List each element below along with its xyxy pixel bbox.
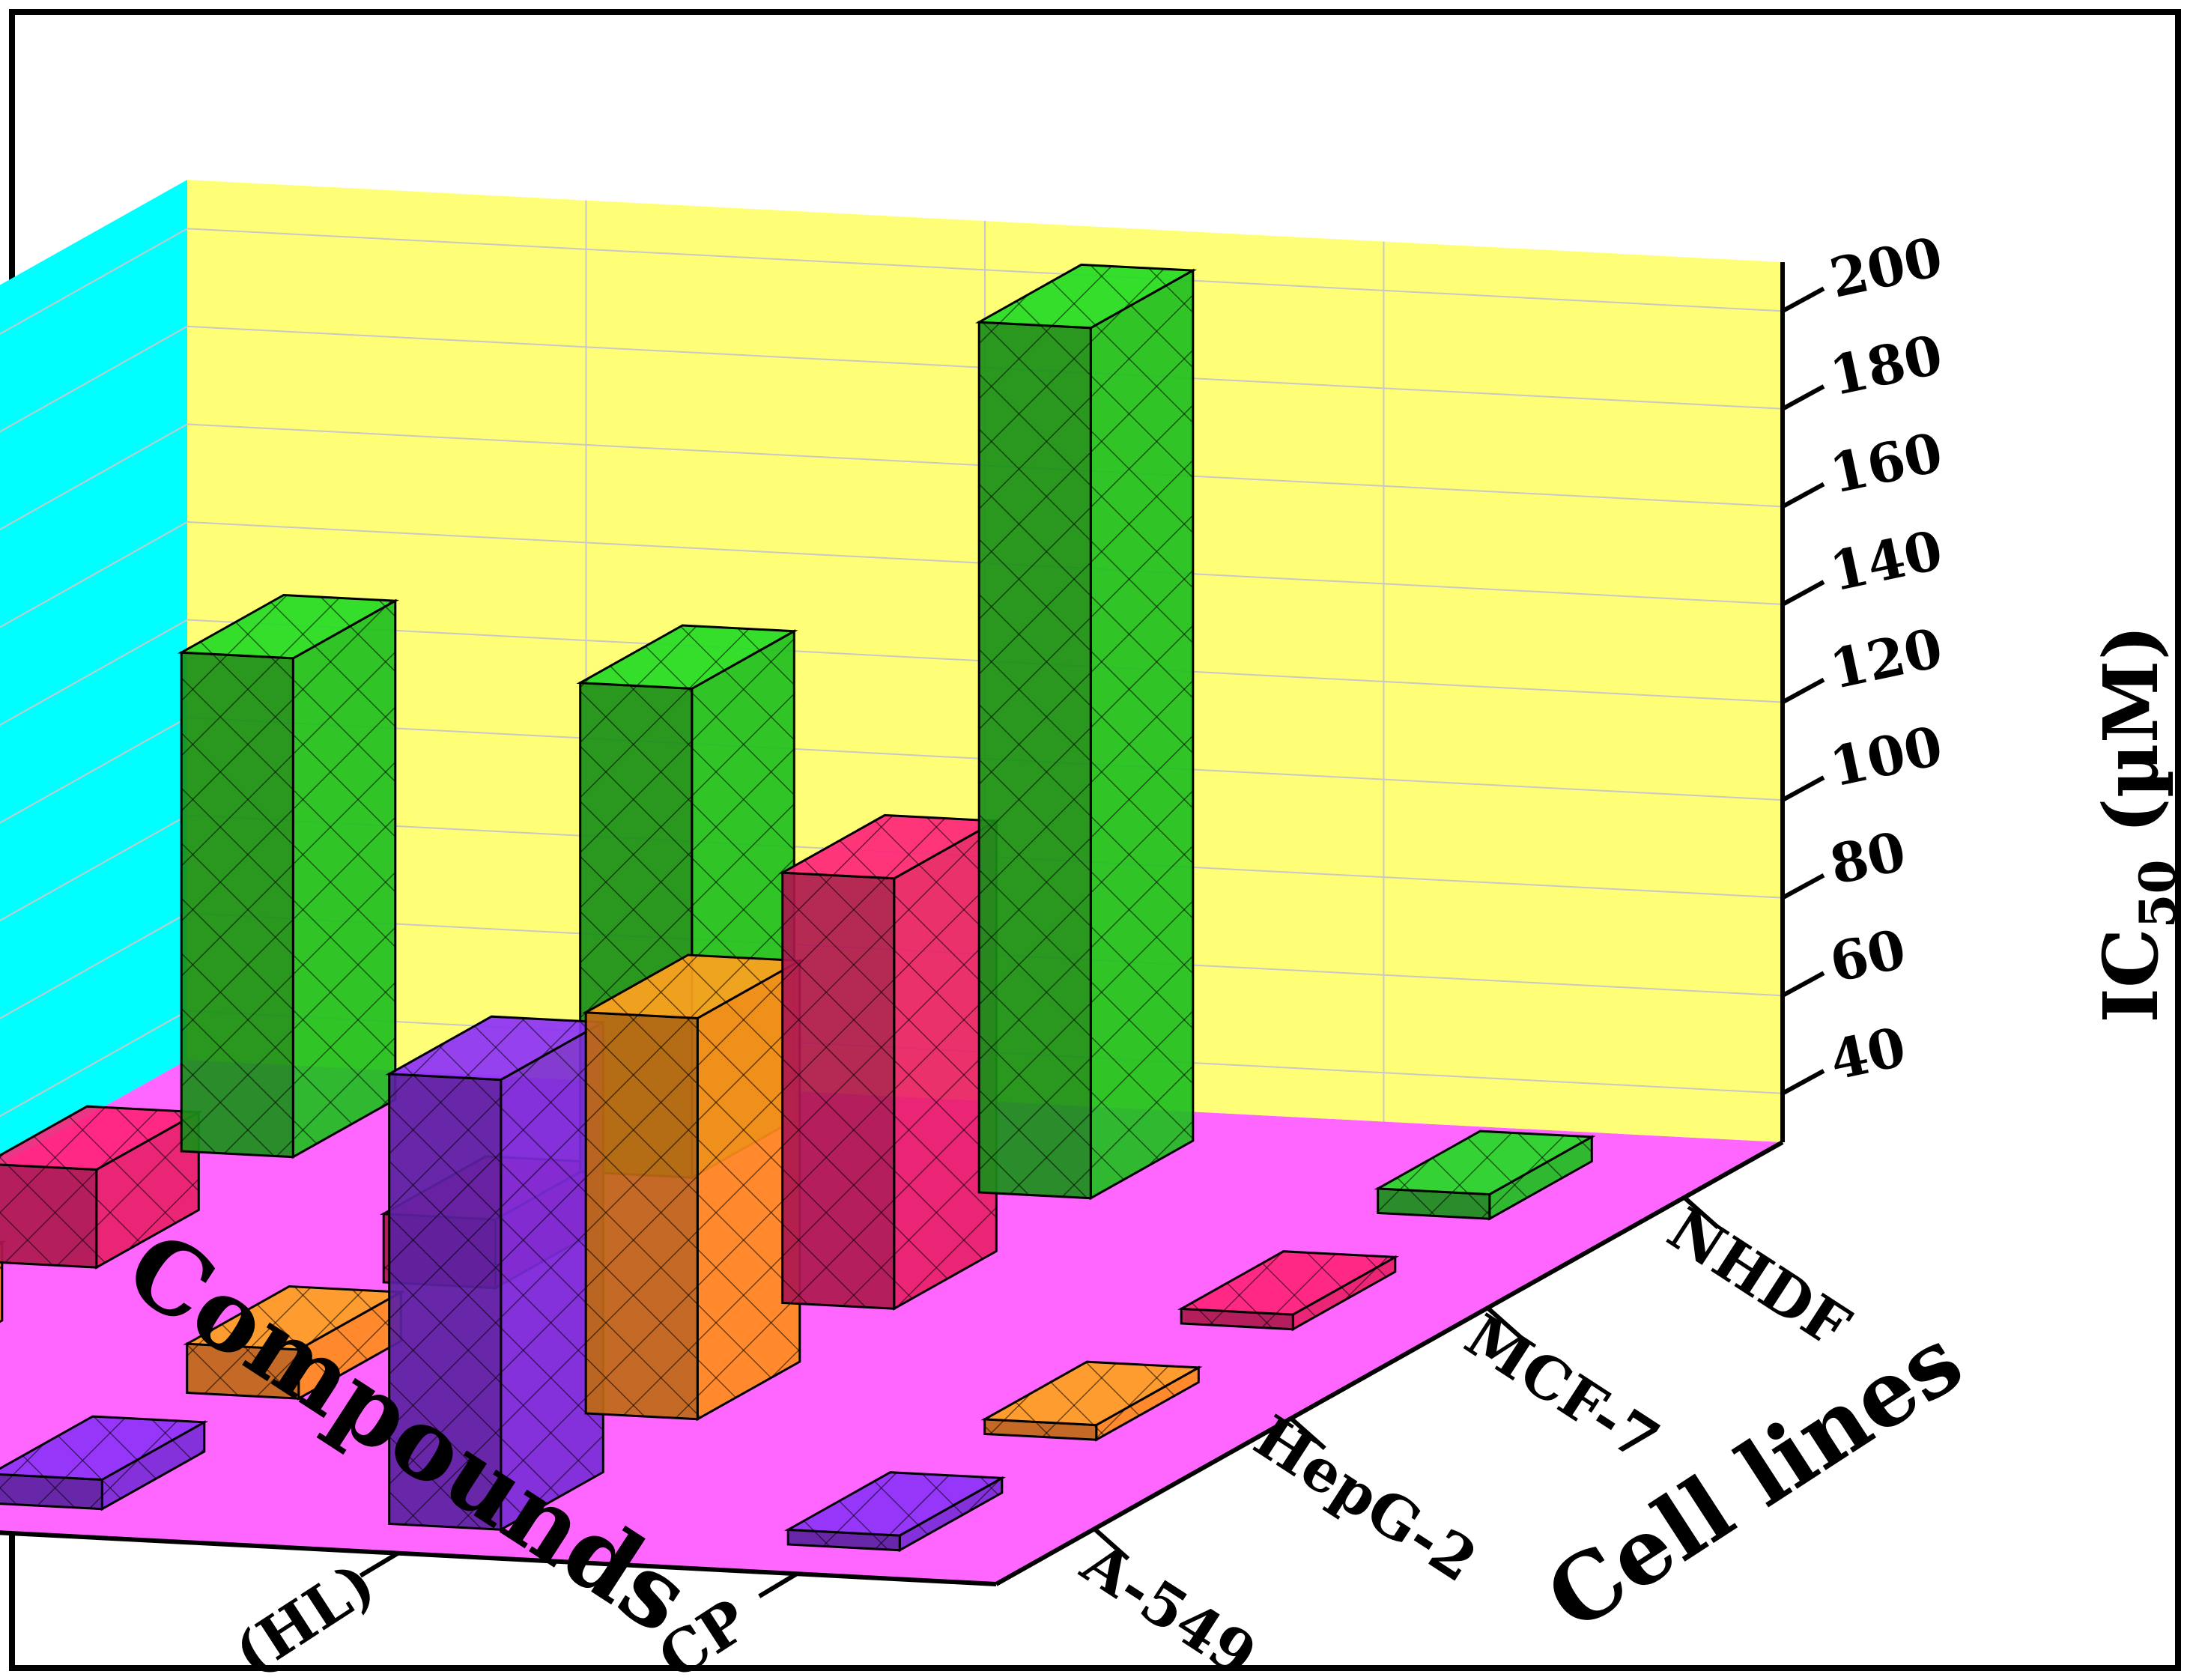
x-axis-line (995, 1140, 1784, 1586)
bar-face-side-hatch (979, 322, 1091, 1198)
y-tick (359, 1551, 399, 1578)
bar-face-top-hatch (186, 1286, 401, 1350)
bar-face-front-hatch (697, 960, 800, 1419)
x-tick (1486, 1306, 1523, 1340)
bar-face-front-hatch (102, 1422, 204, 1509)
y-tick (758, 1571, 798, 1598)
bar-NHDF-CP (1374, 1129, 1596, 1221)
bar-A-549-CP (783, 1471, 1007, 1553)
bar-face-top-hatch (0, 1106, 199, 1170)
z-tick (1781, 482, 1825, 509)
bar-face-top-hatch (389, 1016, 604, 1080)
z-tick (1781, 1069, 1825, 1096)
z-axis-title-unit: (µM) (2087, 625, 2175, 834)
bar-face-top-hatch (1377, 1131, 1592, 1195)
bar-HepG-2-(1b) (183, 1285, 405, 1401)
bar-NHDF-(2b) (177, 593, 400, 1159)
bar-face-front-hatch (1091, 270, 1193, 1198)
bar-A-549-(1b) (0, 1415, 209, 1511)
z-tick (1781, 384, 1825, 411)
grid-line-z (0, 423, 1783, 531)
z-axis-title: IC50 (µM) (2087, 625, 2187, 1023)
bar-A-549-(HL) (385, 1015, 607, 1532)
bar-face-side-hatch (186, 1344, 299, 1399)
bar-face-front-hatch (96, 1112, 199, 1268)
bar-face-top-hatch (181, 595, 395, 658)
bar-face-front-hatch (293, 601, 395, 1157)
bar-face-side-hatch (782, 873, 894, 1309)
bar-HepG-2-(HL) (581, 953, 804, 1422)
x-tick (1093, 1527, 1130, 1561)
bar-face-side-hatch (0, 1164, 97, 1268)
y-axis-line (0, 1530, 997, 1586)
bar-face-side-hatch (586, 1012, 698, 1419)
grid-line-z (0, 619, 1783, 727)
bar-face-top-hatch (1181, 1251, 1395, 1315)
bar-face-side-hatch (0, 1474, 103, 1509)
bar-face-top-hatch (788, 1472, 1002, 1536)
bar-face-front-hatch (1293, 1257, 1395, 1329)
z-tick (1781, 873, 1825, 900)
z-tick (1781, 775, 1825, 802)
bar-MCF-7-(HL) (778, 813, 1001, 1311)
x-tick (1289, 1416, 1326, 1450)
bar-face-top-hatch (782, 815, 997, 879)
bar-face-top-hatch (0, 1416, 204, 1480)
bar-face-front-hatch (1096, 1367, 1199, 1440)
bar-face-front-hatch (298, 1292, 401, 1399)
bar-face-top-hatch (984, 1362, 1199, 1425)
bar-MCF-7-CP (1177, 1250, 1400, 1332)
grid-line-z (0, 521, 1783, 628)
bar-HepG-2-CP (980, 1360, 1203, 1442)
bar-face-side-hatch (181, 652, 294, 1157)
grid-line-z (0, 228, 1783, 335)
bar-face-top-hatch (580, 625, 795, 689)
z-tick-label: 40 (1825, 1014, 1911, 1092)
z-tick-label: 60 (1825, 917, 1911, 995)
grid-line-z (0, 325, 1783, 433)
bar-face-front-hatch (1489, 1136, 1592, 1219)
z-axis-title-sub: 50 (2129, 860, 2187, 929)
bar-face-front-hatch (500, 1022, 604, 1530)
bar-face-front-hatch (894, 821, 997, 1309)
z-tick-label: 80 (1825, 819, 1911, 897)
bar-MCF-7-(2b) (0, 1105, 203, 1270)
z-axis-title-main: IC (2087, 928, 2175, 1022)
bar-face-top-hatch (586, 955, 800, 1019)
bar-face-side-hatch (389, 1073, 501, 1530)
z-tick (1781, 971, 1825, 998)
bar-face-side-hatch (1377, 1188, 1490, 1219)
z-tick (1781, 677, 1825, 705)
z-tick (1781, 580, 1825, 607)
bar-face-front-hatch (900, 1478, 1002, 1550)
bar-NHDF-(HL) (974, 263, 1198, 1201)
z-tick (1781, 286, 1825, 313)
bar-face-top-hatch (979, 264, 1193, 328)
x-tick (1682, 1195, 1720, 1229)
